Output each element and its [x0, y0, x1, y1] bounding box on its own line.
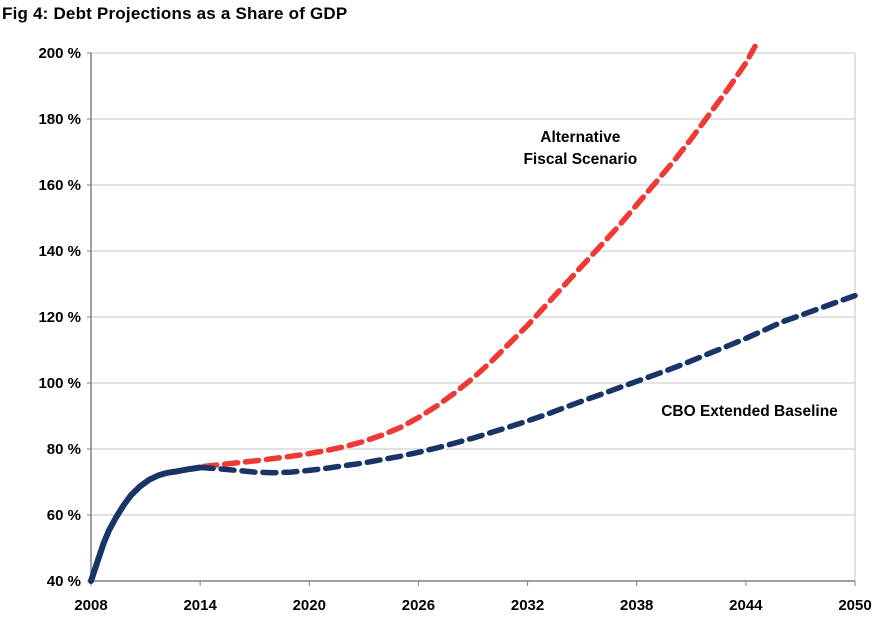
y-tick-label: 80 % [47, 441, 81, 458]
x-tick-label: 2044 [729, 597, 763, 614]
y-tick-label: 120 % [38, 309, 81, 326]
x-tick-label: 2008 [74, 597, 107, 614]
x-tick-label: 2050 [838, 597, 871, 614]
series-annotation: Fiscal Scenario [523, 151, 637, 168]
y-tick-label: 60 % [47, 507, 81, 524]
series-line-historical-debt-solid- [88, 464, 204, 584]
y-tick-label: 200 % [38, 45, 81, 62]
x-tick-label: 2038 [620, 597, 653, 614]
y-tick-label: 40 % [47, 573, 81, 590]
y-tick-label: 180 % [38, 111, 81, 128]
y-tick-label: 100 % [38, 375, 81, 392]
series-line-cbo-extended-baseline [197, 292, 858, 476]
x-tick-label: 2032 [511, 597, 544, 614]
series-line-alternative-fiscal-scenario [201, 43, 758, 470]
x-tick-label: 2020 [293, 597, 326, 614]
figure-title: Fig 4: Debt Projections as a Share of GD… [2, 4, 348, 23]
series-annotation: CBO Extended Baseline [661, 403, 838, 420]
series-annotation: Alternative [540, 129, 620, 146]
y-tick-label: 140 % [38, 243, 81, 260]
y-tick-label: 160 % [38, 177, 81, 194]
x-tick-label: 2014 [183, 597, 217, 614]
x-tick-label: 2026 [402, 597, 435, 614]
